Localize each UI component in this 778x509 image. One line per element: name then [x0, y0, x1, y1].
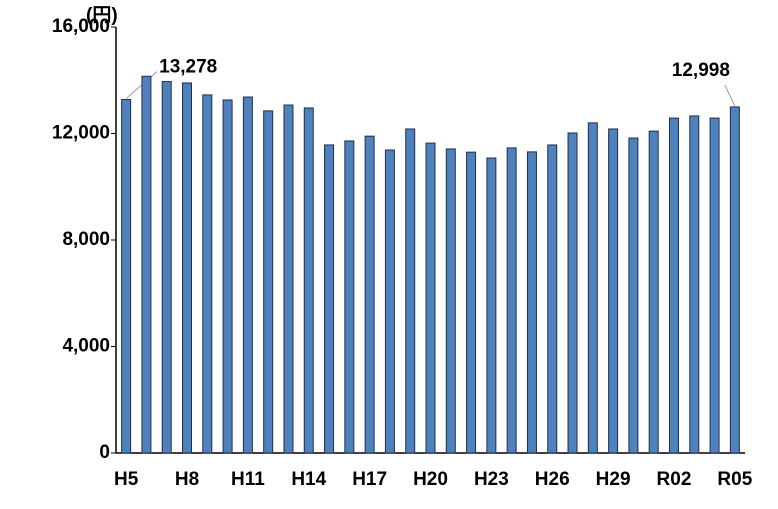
x-tick-label: H5 [114, 469, 139, 490]
bar [161, 81, 172, 454]
x-tick-label: H20 [413, 469, 448, 490]
y-tick-label: 0 [99, 442, 110, 463]
y-tick-label: 8,000 [62, 229, 110, 250]
bar [648, 130, 659, 454]
bar [506, 147, 517, 454]
bar [263, 110, 274, 454]
bar [567, 132, 578, 454]
leader-line [724, 84, 736, 107]
y-tick-label: 4,000 [62, 336, 110, 357]
bar [668, 117, 679, 454]
bar [324, 144, 335, 454]
bar [709, 117, 720, 454]
bar [729, 106, 740, 454]
bar [121, 98, 132, 454]
bar [466, 151, 477, 454]
x-tick-label: H29 [596, 469, 631, 490]
y-tick-label: 12,000 [52, 123, 110, 144]
bar [526, 151, 537, 454]
x-tick-label: H23 [474, 469, 509, 490]
bar [303, 107, 314, 454]
bar [587, 122, 598, 454]
x-tick-label: H8 [175, 469, 199, 490]
x-tick-label: R02 [657, 469, 692, 490]
bar [486, 157, 497, 454]
bar [425, 142, 436, 454]
y-tick-label: 16,000 [52, 16, 110, 37]
x-tick-label: R05 [717, 469, 752, 490]
x-tick-label: H14 [291, 469, 326, 490]
bar [547, 144, 558, 454]
bar [283, 104, 294, 454]
bar [384, 149, 395, 454]
bar [628, 137, 639, 454]
data-label: 13,278 [159, 56, 217, 77]
x-tick-label: H11 [231, 469, 265, 490]
bar [445, 148, 456, 454]
bar [689, 115, 700, 454]
bar [344, 140, 355, 454]
bar [608, 128, 619, 454]
bar [222, 99, 233, 454]
x-tick-label: H17 [352, 469, 387, 490]
y-unit: (円) [86, 5, 118, 26]
bar [141, 75, 152, 454]
bar [202, 94, 213, 454]
data-label: 12,998 [672, 60, 730, 81]
bar [182, 82, 193, 454]
x-tick-label: H26 [535, 469, 570, 490]
bar [405, 128, 416, 454]
bar [364, 135, 375, 454]
bar [242, 96, 253, 454]
